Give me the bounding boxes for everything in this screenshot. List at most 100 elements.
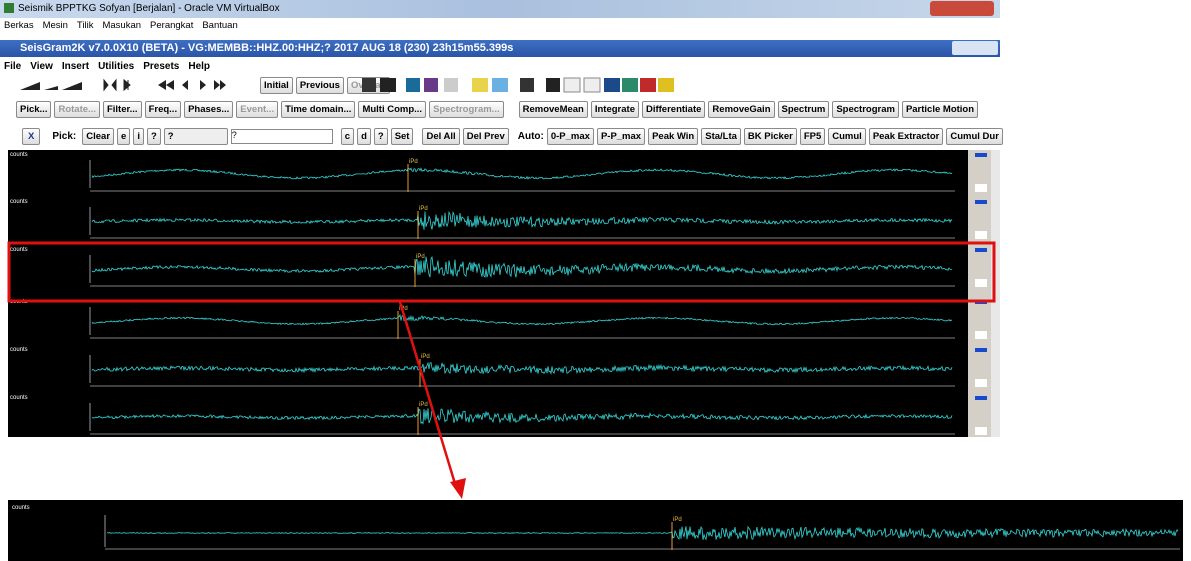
trace-icon <box>975 231 987 239</box>
zoom-panel <box>8 500 1183 561</box>
app-icon <box>4 3 14 13</box>
trace-icon <box>975 396 987 400</box>
phase-label: iPd <box>419 206 428 212</box>
pick-button[interactable]: i <box>133 127 144 145</box>
auto-button[interactable]: FP5 <box>799 127 826 145</box>
phase-label: iPd <box>419 402 428 408</box>
menu-item[interactable]: File <box>4 60 22 72</box>
pick-button[interactable]: d <box>357 127 371 145</box>
waveform <box>91 361 953 375</box>
auto-button[interactable]: Cumul Dur <box>946 127 1003 145</box>
arrow-head <box>450 478 466 499</box>
tools-row: Pick... Rotate... Filter... Freq... Phases..… <box>16 100 981 118</box>
tool-button[interactable]: Integrate <box>590 100 639 118</box>
trace-icon <box>975 331 987 339</box>
pick-button[interactable]: ? <box>373 127 388 145</box>
waveform <box>91 256 953 278</box>
app-controls[interactable] <box>952 41 998 55</box>
tool-button[interactable]: RemoveMean <box>518 100 588 118</box>
waveform <box>91 313 953 326</box>
auto-button[interactable]: Cumul <box>828 127 866 145</box>
menu-item[interactable]: View <box>30 60 53 72</box>
auto-button[interactable]: BK Picker <box>743 127 797 145</box>
trace-icon <box>975 248 987 252</box>
trace-icon <box>975 348 987 352</box>
nav-icons <box>20 78 226 92</box>
pick-button[interactable]: c <box>340 127 355 145</box>
waveform <box>91 167 953 180</box>
menu-item[interactable]: Help <box>188 60 211 72</box>
menu-item[interactable]: Bantuan <box>202 20 238 31</box>
auto-button[interactable]: Peak Win <box>648 127 699 145</box>
trace-icon <box>975 184 987 192</box>
tool-button[interactable]: Event... <box>236 100 279 118</box>
window-title: Seismik BPPTKG Sofyan [Berjalan] - Oracl… <box>18 3 280 14</box>
zoom-phase-label: iPd <box>673 517 682 523</box>
trace-unit: counts <box>10 395 28 401</box>
waveform <box>91 210 953 230</box>
tool-button[interactable]: Differentiate <box>641 100 706 118</box>
pick-button[interactable]: Del All <box>422 127 460 145</box>
tool-button[interactable]: Spectrogram <box>832 100 899 118</box>
close-button[interactable]: X <box>22 127 41 145</box>
tool-button[interactable]: Pick... <box>16 100 52 118</box>
trace-icon <box>975 427 987 435</box>
app-titlebar: SeisGram2K v7.0.0X10 (BETA) - VG:MEMBB::… <box>0 40 1000 57</box>
phase-select[interactable]: ? <box>163 127 228 145</box>
zoom-unit: counts <box>12 505 30 511</box>
pick-button[interactable]: Clear <box>82 127 115 145</box>
auto-label: Auto: <box>517 130 544 142</box>
tool-button[interactable]: Particle Motion <box>901 100 979 118</box>
tool-button[interactable]: Spectrogram... <box>429 100 504 118</box>
zoom-waveform <box>106 525 1179 541</box>
toolbar-button[interactable]: Previous <box>295 76 344 94</box>
tool-button[interactable]: Rotate... <box>54 100 100 118</box>
toolbar-button[interactable]: Initial <box>260 76 293 94</box>
menu-item[interactable]: Mesin <box>42 20 68 31</box>
auto-button[interactable]: Sta/Lta <box>701 127 741 145</box>
window-controls[interactable] <box>930 1 994 16</box>
auto-button[interactable]: Peak Extractor <box>868 127 944 145</box>
phase-label: iPd <box>421 354 430 360</box>
tool-button[interactable]: RemoveGain <box>708 100 775 118</box>
trace-panel <box>8 150 968 437</box>
menu-item[interactable]: Masukan <box>102 20 142 31</box>
phase-label: iPd <box>409 159 418 165</box>
auto-button[interactable]: 0-P_max <box>546 127 594 145</box>
window-titlebar: Seismik BPPTKG Sofyan [Berjalan] - Oracl… <box>0 0 1000 18</box>
trace-icon <box>975 279 987 287</box>
menu-item[interactable]: Tilik <box>76 20 94 31</box>
tool-button[interactable]: Multi Comp... <box>358 100 427 118</box>
trace-unit: counts <box>10 247 28 253</box>
menu-item[interactable]: Utilities <box>98 60 135 72</box>
phase-label: iPd <box>416 254 425 260</box>
menu-item[interactable]: Perangkat <box>150 20 194 31</box>
highlight-box <box>7 241 996 303</box>
menu-item[interactable]: Presets <box>143 60 180 72</box>
arrow-line <box>398 301 458 488</box>
tool-button[interactable]: Phases... <box>184 100 234 118</box>
window-menu: Berkas Mesin Tilik Masukan Perangkat Bantuan <box>4 19 247 32</box>
auto-button[interactable]: P-P_max <box>596 127 646 145</box>
pick-label: Pick: <box>52 130 77 142</box>
tool-button[interactable]: Filter... <box>102 100 142 118</box>
menu-item[interactable]: Berkas <box>4 20 34 31</box>
pick-button[interactable]: Del Prev <box>462 127 509 145</box>
tool-button[interactable]: Freq... <box>144 100 182 118</box>
pick-button[interactable]: Set <box>390 127 414 145</box>
pick-row: X Pick: Clear e i??? c d? Set Del All Del Prev Aut… <box>22 127 1006 145</box>
tool-button[interactable]: Spectrum <box>777 100 830 118</box>
waveform <box>91 408 953 425</box>
trace-unit: counts <box>10 199 28 205</box>
app-menu: File View Insert Utilities Presets Help <box>4 59 219 73</box>
pick-button[interactable]: e <box>117 127 131 145</box>
menu-item[interactable]: Insert <box>61 60 90 72</box>
phase-input[interactable]: ? <box>230 128 333 144</box>
trace-unit: counts <box>10 347 28 353</box>
tool-button[interactable]: Time domain... <box>281 100 356 118</box>
pick-button[interactable]: ? <box>146 127 161 145</box>
app-title: SeisGram2K v7.0.0X10 (BETA) - VG:MEMBB::… <box>20 42 514 54</box>
trace-icon <box>975 200 987 204</box>
